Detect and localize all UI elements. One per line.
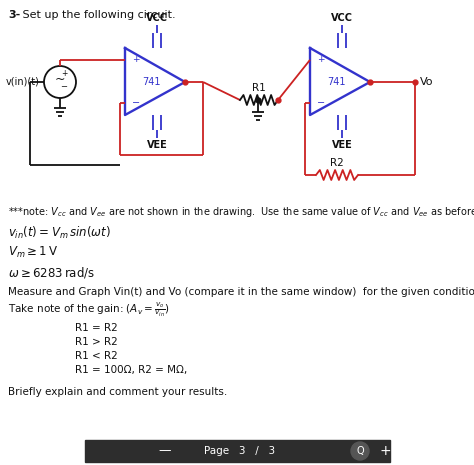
Text: Briefly explain and comment your results.: Briefly explain and comment your results… <box>8 387 227 397</box>
Text: R1 < R2: R1 < R2 <box>75 351 118 361</box>
Text: Take note of the gain: $(A_v = \frac{v_o}{v_{in}})$: Take note of the gain: $(A_v = \frac{v_o… <box>8 301 170 319</box>
Text: VEE: VEE <box>332 140 352 150</box>
Bar <box>85 440 390 462</box>
Text: R1 > R2: R1 > R2 <box>75 337 118 347</box>
Text: v(in)(t): v(in)(t) <box>6 77 40 87</box>
Text: $V_m \geq 1\,\mathrm{V}$: $V_m \geq 1\,\mathrm{V}$ <box>8 245 58 260</box>
Text: Vo: Vo <box>420 77 434 87</box>
Text: $\omega \geq 6283\,\mathrm{rad/s}$: $\omega \geq 6283\,\mathrm{rad/s}$ <box>8 265 95 280</box>
Text: −: − <box>61 82 67 92</box>
Text: R2: R2 <box>330 158 344 168</box>
Text: Page   3   /   3: Page 3 / 3 <box>204 446 275 456</box>
Text: Set up the following circuit.: Set up the following circuit. <box>19 10 176 20</box>
Circle shape <box>351 442 369 460</box>
Text: −: − <box>132 99 140 108</box>
Text: 741: 741 <box>327 77 345 87</box>
Text: ~: ~ <box>55 73 65 86</box>
Text: Q: Q <box>356 446 364 456</box>
Text: +: + <box>132 55 139 64</box>
Text: —: — <box>159 445 171 458</box>
Text: R1 = 100Ω, R2 = MΩ,: R1 = 100Ω, R2 = MΩ, <box>75 365 187 375</box>
Text: −: − <box>317 99 325 108</box>
Text: R1: R1 <box>252 83 266 93</box>
Text: +: + <box>317 55 325 64</box>
Text: VCC: VCC <box>146 13 168 23</box>
Text: 741: 741 <box>142 77 160 87</box>
Text: ***note: $V_{cc}$ and $V_{ee}$ are not shown in the drawing.  Use the same value: ***note: $V_{cc}$ and $V_{ee}$ are not s… <box>8 205 474 219</box>
Text: $v_{in}(t) = V_m\,sin(\omega t)$: $v_{in}(t) = V_m\,sin(\omega t)$ <box>8 225 111 241</box>
Text: +: + <box>379 444 391 458</box>
Text: R1 = R2: R1 = R2 <box>75 323 118 333</box>
Text: VEE: VEE <box>146 140 167 150</box>
Text: 3-: 3- <box>8 10 20 20</box>
Text: +: + <box>61 68 67 78</box>
Text: VCC: VCC <box>331 13 353 23</box>
Text: Measure and Graph Vin(t) and Vo (compare it in the same window)  for the given c: Measure and Graph Vin(t) and Vo (compare… <box>8 287 474 297</box>
